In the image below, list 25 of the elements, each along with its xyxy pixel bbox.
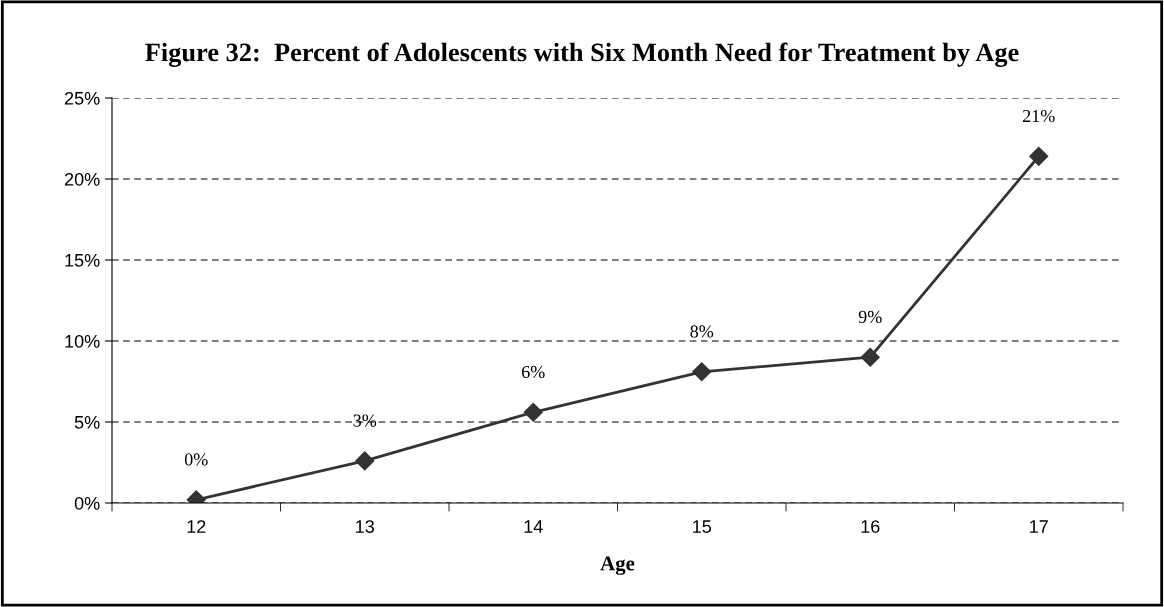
y-tick-label: 20% [64, 172, 100, 186]
data-label: 0% [184, 453, 208, 466]
y-tick-label: 0% [74, 496, 100, 510]
point [523, 402, 543, 422]
x-tick-label: 12 [187, 520, 206, 533]
y-tick-label: 5% [74, 416, 100, 429]
point [355, 451, 375, 471]
data-label: 8% [690, 325, 714, 338]
data-label: 3% [353, 414, 377, 427]
y-tick-label: 10% [65, 334, 100, 348]
point [860, 347, 880, 367]
data-label: 6% [521, 365, 545, 379]
x-tick-label: 13 [356, 520, 374, 533]
point [1029, 146, 1049, 166]
point [692, 362, 712, 382]
data-label: 21% [1023, 109, 1055, 123]
y-tick-label: 25% [64, 91, 100, 105]
data-label: 9% [858, 310, 882, 324]
y-tick-label: 15% [65, 254, 100, 267]
x-tick-label: 14 [524, 520, 543, 533]
chart-title: Figure 32: Percent of Adolescents with Six Month Need for Treatment by Age [145, 42, 1019, 67]
x-tick-label: 15 [693, 520, 712, 533]
x-axis-title: Age [600, 556, 635, 575]
x-tick-label: 17 [1030, 520, 1048, 533]
x-tick-label: 16 [861, 520, 880, 533]
